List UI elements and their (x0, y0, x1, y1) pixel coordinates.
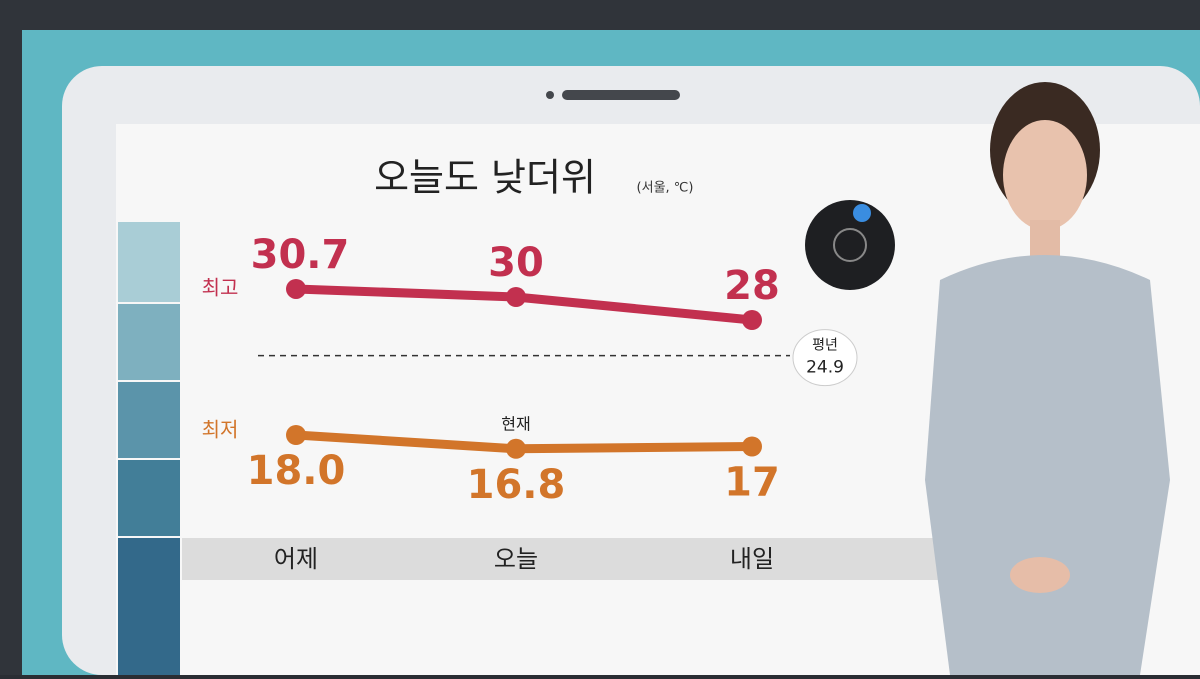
tablet-camera (546, 91, 554, 99)
legend-entry: 최저 (202, 418, 239, 442)
presenter-neck (1030, 220, 1060, 260)
presenter-face (1003, 120, 1087, 230)
reference-badge (792, 329, 858, 387)
data-label: 17 (724, 460, 780, 506)
side-strip (118, 222, 180, 675)
reference-label: 평년 (812, 338, 838, 354)
annotation: 현재 (501, 414, 530, 433)
data-point (742, 310, 762, 330)
presenter-dress (925, 255, 1170, 675)
strip-block (118, 460, 180, 536)
presenter-hands (1010, 557, 1070, 593)
data-point (506, 287, 526, 307)
data-point (506, 438, 526, 459)
strip-block (118, 382, 180, 458)
data-label: 30 (488, 240, 544, 286)
pen-menu-center[interactable] (833, 228, 867, 262)
x-tick-label: 오늘 (494, 545, 538, 573)
data-point (286, 425, 306, 445)
data-label: 18.0 (247, 448, 346, 494)
data-point (742, 436, 762, 457)
pen-menu-dial[interactable] (805, 200, 895, 290)
pen-menu-selected[interactable] (853, 204, 871, 222)
chart-subtitle: (서울, ℃) (637, 181, 694, 196)
data-label: 28 (724, 263, 780, 309)
category-band (182, 538, 952, 580)
data-point (286, 278, 306, 299)
chart-title: 오늘도 낮더위 (374, 156, 596, 200)
tablet-speaker (562, 90, 680, 100)
x-tick-label: 어제 (274, 545, 318, 573)
presenter (925, 82, 1170, 675)
legend-entry: 최고 (202, 275, 239, 299)
data-label: 30.7 (251, 232, 350, 278)
strip-block (118, 538, 180, 675)
strip-block (118, 222, 180, 302)
x-tick-label: 내일 (730, 545, 774, 573)
pen-menu[interactable] (805, 200, 895, 290)
data-label: 16.8 (467, 462, 566, 508)
reference-value: 24.9 (806, 358, 844, 378)
strip-block (118, 304, 180, 380)
